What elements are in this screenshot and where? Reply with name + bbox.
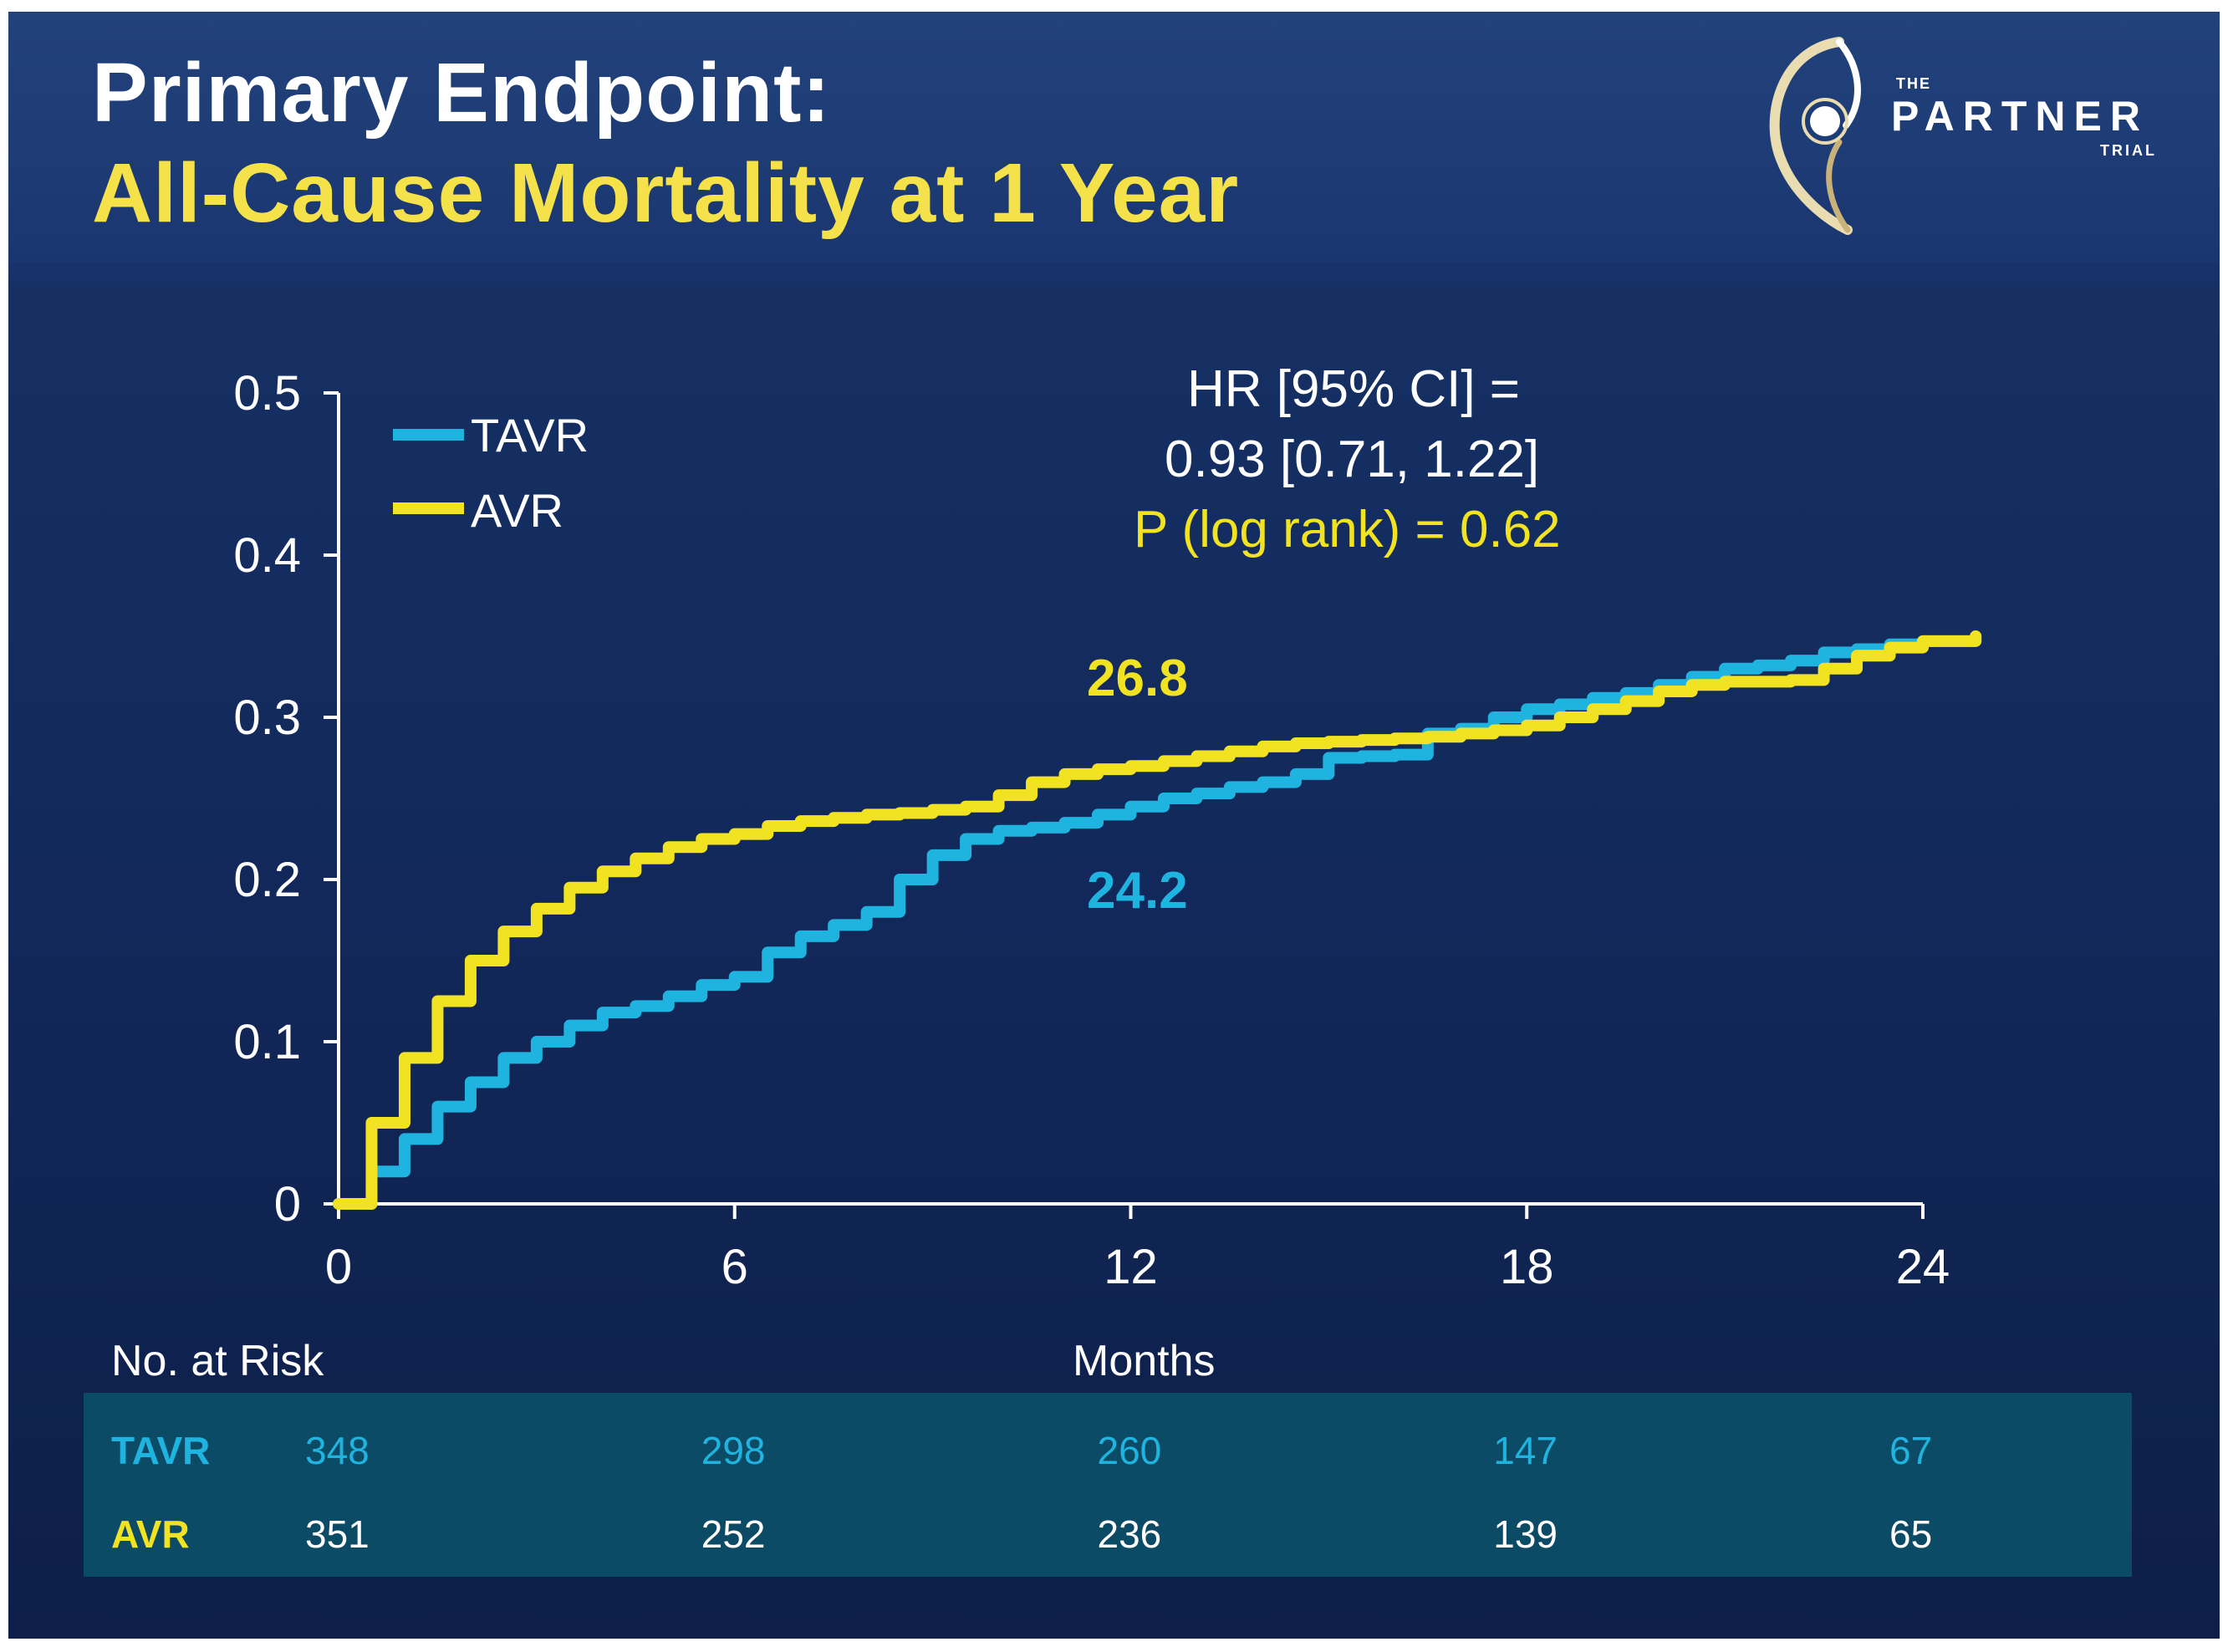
- title-line-1: Primary Endpoint:: [92, 46, 831, 140]
- x-tick-label: 12: [1104, 1240, 1158, 1294]
- risk-cell-tavr: 298: [701, 1429, 766, 1472]
- risk-cell-tavr: 348: [305, 1429, 370, 1472]
- y-tick-label: 0.4: [233, 528, 301, 583]
- tavr-annotation: 24.2: [1087, 862, 1188, 920]
- risk-cell-tavr: 67: [1889, 1429, 1933, 1472]
- logo-partner-text: PARTNER: [1891, 93, 2149, 140]
- title-line-2: All-Cause Mortality at 1 Year: [92, 146, 1240, 240]
- x-tick-label: 0: [325, 1240, 352, 1294]
- y-tick-label: 0.1: [233, 1015, 301, 1069]
- p-value: P (log rank) = 0.62: [1134, 501, 1561, 558]
- y-tick-label: 0.5: [233, 366, 301, 421]
- legend-label-avr: AVR: [471, 484, 563, 537]
- risk-table-band: [84, 1393, 2132, 1577]
- partner-logo-icon: [1769, 37, 1861, 235]
- series-line-tavr: [333, 633, 1982, 1210]
- risk-cell-avr: 65: [1889, 1512, 1933, 1556]
- risk-table-label: No. at Risk: [111, 1337, 324, 1385]
- legend-label-tavr: TAVR: [471, 409, 589, 461]
- risk-cell-tavr: 147: [1493, 1429, 1558, 1472]
- risk-cell-avr: 139: [1493, 1512, 1558, 1556]
- risk-cell-tavr: 260: [1097, 1429, 1162, 1472]
- y-tick-label: 0.2: [233, 853, 301, 907]
- logo-trial-text: TRIAL: [2100, 142, 2157, 159]
- risk-cell-avr: 351: [305, 1512, 370, 1556]
- y-tick-label: 0.3: [233, 691, 301, 745]
- avr-annotation: 26.8: [1087, 650, 1188, 707]
- x-axis-label: Months: [1073, 1337, 1216, 1385]
- risk-cell-avr: 236: [1097, 1512, 1162, 1556]
- x-tick-label: 6: [721, 1240, 748, 1294]
- x-tick-label: 24: [1896, 1240, 1950, 1294]
- hr-label: HR [95% CI] =: [1187, 360, 1520, 418]
- risk-row-name-avr: AVR: [111, 1512, 190, 1556]
- y-tick-label: 0: [274, 1177, 301, 1231]
- x-tick-label: 18: [1500, 1240, 1554, 1294]
- hr-value: 0.93 [0.71, 1.22]: [1165, 431, 1540, 488]
- logo-the-text: THE: [1896, 75, 1931, 92]
- risk-cell-avr: 252: [701, 1512, 766, 1556]
- risk-row-name-tavr: TAVR: [111, 1429, 211, 1472]
- series-line-avr: [333, 630, 1982, 1210]
